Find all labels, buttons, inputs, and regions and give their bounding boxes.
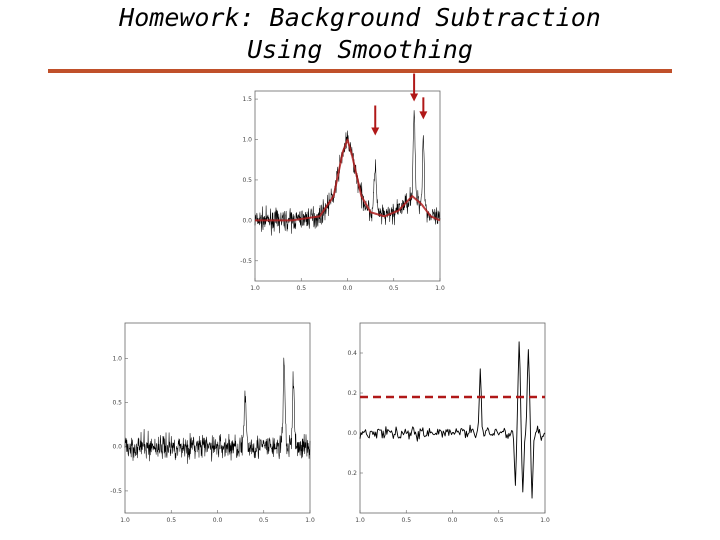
x-tick-label: 1.0 bbox=[250, 285, 260, 292]
y-tick-label: 0.0 bbox=[112, 444, 122, 451]
x-tick-label: 1.0 bbox=[120, 517, 130, 524]
x-tick-label: 1.0 bbox=[305, 517, 315, 524]
y-tick-label: 0.0 bbox=[242, 217, 252, 224]
title-rule bbox=[48, 69, 672, 73]
x-tick-label: 0.0 bbox=[213, 517, 223, 524]
y-tick-label: 1.0 bbox=[112, 355, 122, 362]
y-tick-label: 0.0 bbox=[347, 430, 357, 437]
x-tick-label: 1.0 bbox=[355, 517, 365, 524]
y-tick-label: 0.2 bbox=[347, 470, 357, 477]
title-line-2: Using Smoothing bbox=[247, 35, 473, 64]
title-line-1: Homework: Background Subtraction bbox=[119, 3, 601, 32]
y-tick-label: 0.5 bbox=[112, 400, 122, 407]
x-tick-label: 1.0 bbox=[540, 517, 550, 524]
y-tick-label: 0.5 bbox=[242, 177, 252, 184]
x-tick-label: 0.0 bbox=[343, 285, 353, 292]
chart-bottom-left: 1.0 0.5 0.0 0.5 1.0 1.0 0.5 0.0 -0.5 bbox=[110, 322, 315, 524]
smoothed-line bbox=[254, 138, 441, 222]
x-tick-label: 0.5 bbox=[296, 285, 306, 292]
arrow-head bbox=[419, 111, 428, 120]
x-tick-label: 1.0 bbox=[435, 285, 445, 292]
x-tick-label: 0.0 bbox=[448, 517, 458, 524]
x-tick-label: 0.5 bbox=[259, 517, 269, 524]
chart-bottom-right: 1.0 0.5 0.0 0.5 1.0 0.4 0.2 0.0 0.2 bbox=[347, 322, 550, 524]
x-tick-label: 0.5 bbox=[401, 517, 411, 524]
plot-frame bbox=[124, 322, 311, 514]
y-tick-label: 1.5 bbox=[242, 96, 252, 103]
residual-line bbox=[359, 341, 546, 499]
chart-top: 1.0 0.5 0.0 0.5 1.0 1.5 1.0 0.5 0.0 -0.5 bbox=[240, 73, 445, 292]
peak-arrow bbox=[371, 105, 380, 136]
signal-line bbox=[124, 357, 311, 464]
y-tick-label: 0.4 bbox=[347, 350, 357, 357]
signal-line bbox=[254, 110, 441, 236]
peak-arrow bbox=[419, 97, 428, 120]
peak-arrow bbox=[410, 73, 419, 102]
arrow-head bbox=[410, 93, 419, 102]
slide-title: Homework: Background Subtraction Using S… bbox=[0, 2, 720, 66]
x-tick-label: 0.5 bbox=[494, 517, 504, 524]
arrow-head bbox=[371, 127, 380, 136]
y-tick-label: 0.2 bbox=[347, 390, 357, 397]
x-tick-label: 0.5 bbox=[166, 517, 176, 524]
y-tick-label: -0.5 bbox=[110, 488, 122, 495]
y-tick-label: 1.0 bbox=[242, 137, 252, 144]
y-tick-label: -0.5 bbox=[240, 258, 252, 265]
x-tick-label: 0.5 bbox=[389, 285, 399, 292]
